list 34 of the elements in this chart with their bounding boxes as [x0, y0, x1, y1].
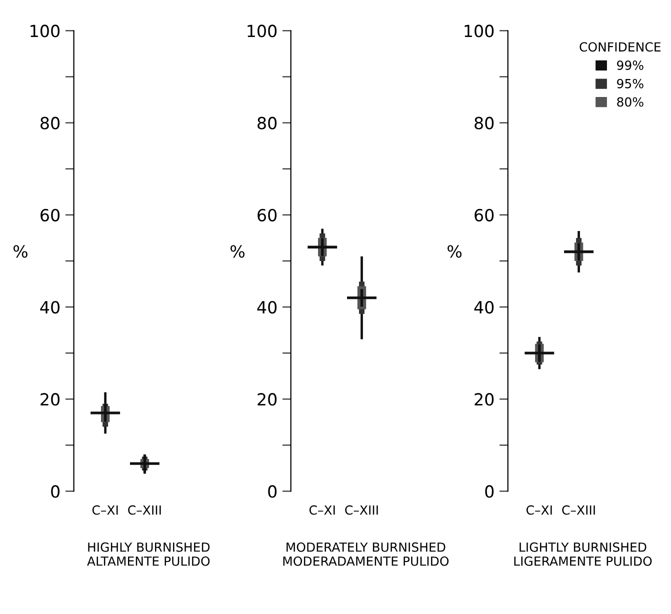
legend-title: CONFIDENCE	[580, 42, 660, 52]
x-axis-title: HIGHLY BURNISHED ALTAMENTE PULIDO	[87, 542, 210, 566]
y-tick-label: 0	[485, 485, 494, 498]
legend-label: 80%	[617, 97, 644, 107]
y-tick-label: 0	[268, 485, 277, 498]
x-tick-label: C–XIII	[562, 505, 595, 515]
x-tick-label: C–XI	[309, 505, 335, 515]
y-tick-label: 60	[40, 208, 60, 222]
y-tick-label: 60	[258, 208, 277, 222]
y-tick-label: 20	[474, 393, 494, 406]
y-tick-label: 60	[474, 208, 494, 222]
y-tick-label: 0	[51, 485, 60, 498]
y-tick-label: 40	[474, 300, 494, 314]
x-axis-title: LIGHTLY BURNISHED LIGERAMENTE PULIDO	[514, 542, 652, 566]
x-axis-title: MODERATELY BURNISHED MODERADAMENTE PULIDO	[283, 542, 449, 566]
y-tick-label: 100	[464, 24, 494, 38]
y-axis-title: %	[13, 245, 28, 258]
y-axis-title: %	[448, 245, 462, 258]
y-tick-label: 20	[258, 393, 277, 406]
y-tick-label: 80	[474, 116, 494, 130]
x-tick-label: C–XIII	[345, 505, 378, 515]
y-tick-label: 100	[30, 24, 60, 38]
x-tick-label: C–XI	[526, 505, 552, 515]
y-tick-label: 80	[258, 116, 277, 130]
y-tick-label: 20	[40, 393, 60, 406]
y-tick-label: 40	[257, 300, 277, 314]
y-tick-label: 100	[248, 24, 277, 38]
y-axis-title: %	[230, 245, 245, 258]
x-tick-label: C–XIII	[128, 505, 161, 515]
x-tick-label: C–XI	[92, 505, 118, 515]
legend-label: 99%	[617, 60, 644, 70]
y-tick-label: 40	[40, 300, 60, 314]
y-tick-label: 80	[40, 116, 60, 130]
legend-label: 95%	[617, 78, 644, 88]
